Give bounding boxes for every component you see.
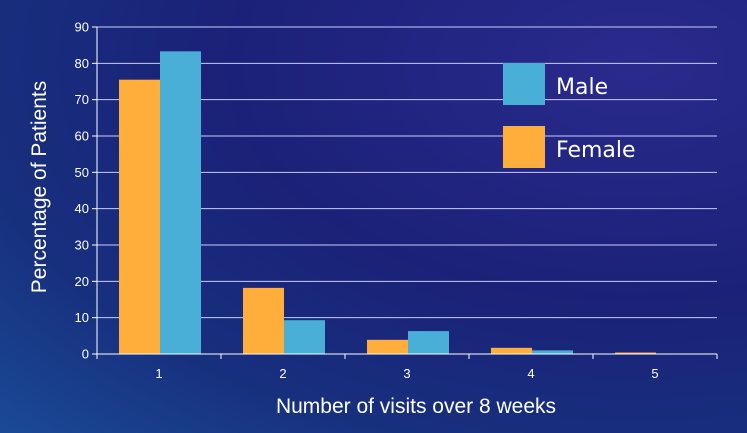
bar-female-2 bbox=[243, 287, 284, 354]
bar-female-1 bbox=[119, 79, 160, 354]
y-tick-label: 50 bbox=[75, 165, 89, 180]
bar-male-1 bbox=[160, 51, 201, 355]
x-axis-title: Number of visits over 8 weeks bbox=[276, 395, 556, 418]
legend-swatch-male bbox=[503, 63, 545, 105]
y-tick-label: 70 bbox=[75, 92, 89, 107]
bar-male-4 bbox=[532, 350, 573, 354]
y-tick-label: 90 bbox=[75, 20, 89, 35]
y-axis-title: Percentage of Patients bbox=[28, 81, 51, 293]
x-tick-label: 1 bbox=[155, 366, 162, 381]
bars bbox=[119, 51, 656, 355]
bar-female-5 bbox=[615, 352, 656, 354]
y-tick-label: 40 bbox=[75, 201, 89, 216]
legend-label-female: Female bbox=[556, 138, 636, 163]
legend: Male Female bbox=[503, 63, 636, 168]
y-tick-label: 0 bbox=[82, 347, 89, 362]
x-tick-label: 4 bbox=[527, 366, 534, 381]
y-tick-label: 10 bbox=[75, 310, 89, 325]
legend-label-male: Male bbox=[556, 75, 608, 100]
x-tick-label: 3 bbox=[403, 366, 410, 381]
legend-swatch-female bbox=[503, 126, 545, 168]
x-tick-label: 5 bbox=[651, 366, 658, 381]
x-tick-labels: 1 2 3 4 5 bbox=[96, 354, 718, 381]
y-tick-label: 20 bbox=[75, 274, 89, 289]
axes bbox=[96, 27, 717, 355]
bar-male-3 bbox=[408, 331, 449, 354]
y-tick-labels: 0 10 20 30 40 50 60 70 80 90 bbox=[75, 20, 97, 362]
y-tick-label: 60 bbox=[75, 129, 89, 144]
x-tick-label: 2 bbox=[279, 366, 286, 381]
y-tick-label: 30 bbox=[75, 238, 89, 253]
bar-male-2 bbox=[284, 320, 325, 354]
bar-female-3 bbox=[367, 339, 408, 354]
y-tick-label: 80 bbox=[75, 56, 89, 71]
bar-female-4 bbox=[491, 347, 532, 354]
